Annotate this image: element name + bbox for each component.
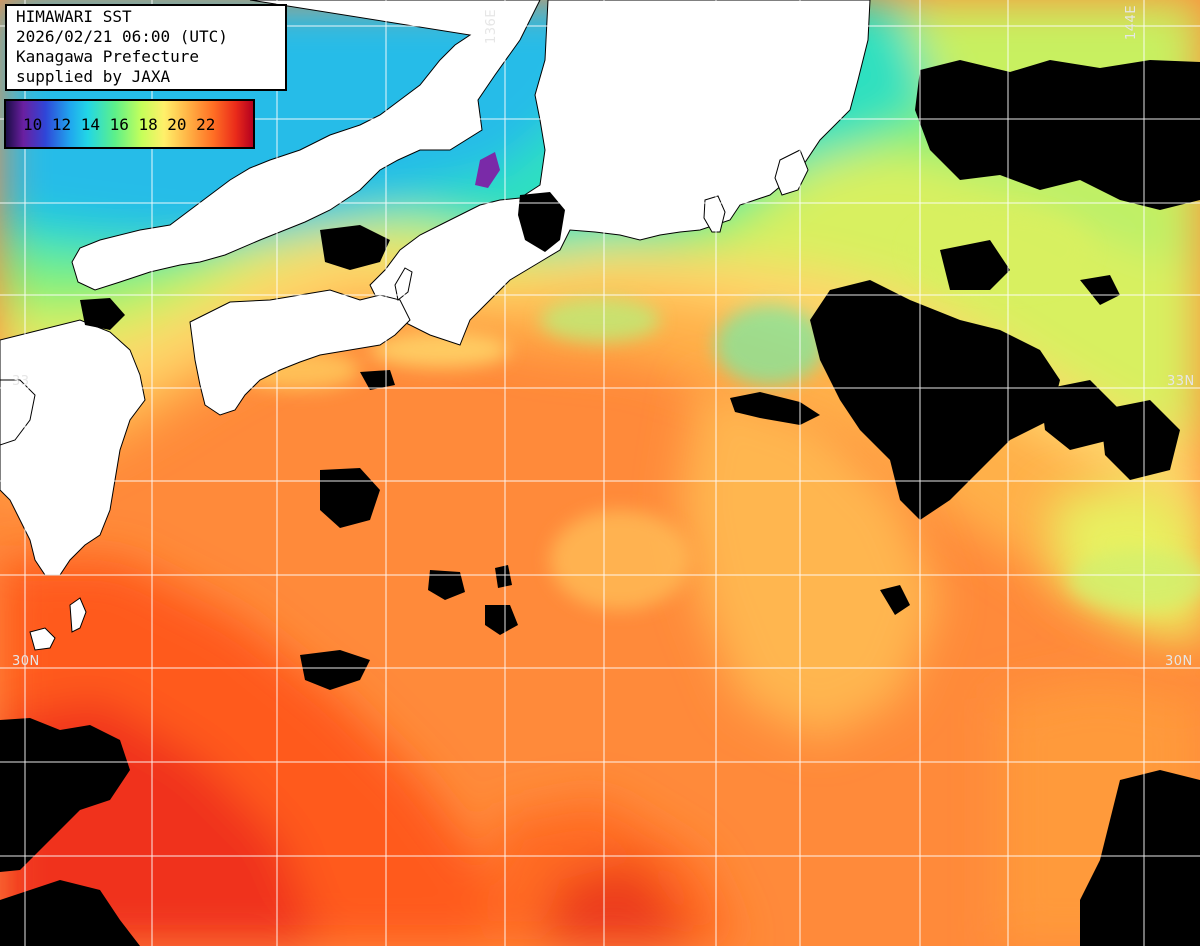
legend-label: 10 — [23, 114, 43, 134]
cloud-masks — [0, 60, 1200, 946]
provider-prefecture: Kanagawa Prefecture — [16, 47, 200, 66]
legend-label: 18 — [138, 114, 158, 134]
lon-label-144e: 144E — [1124, 4, 1139, 40]
product-title: HIMAWARI SST — [16, 7, 132, 26]
land-kyushu-west — [0, 379, 36, 446]
legend-label: 22 — [196, 114, 216, 134]
legend-label: 16 — [109, 114, 129, 134]
land-masses — [0, 0, 871, 651]
land-izu — [703, 195, 726, 233]
cold-patch-ise — [475, 152, 500, 188]
observation-time: 2026/02/21 06:00 (UTC) — [16, 27, 228, 46]
land-awaji — [394, 267, 413, 301]
lon-label-136e: 136E — [484, 8, 499, 44]
title-block: HIMAWARI SST 2026/02/21 06:00 (UTC) Kana… — [5, 4, 287, 91]
land-island-yaku — [69, 597, 87, 633]
land-island-south — [29, 627, 56, 651]
land-shikoku — [189, 289, 411, 416]
legend-label: 20 — [167, 114, 187, 134]
lat-label-30-right: 30N — [1165, 654, 1193, 669]
legend-label: 12 — [51, 114, 72, 134]
lat-label-33-right: 33N — [1167, 374, 1195, 389]
lat-label-30-left: 30N — [12, 654, 40, 669]
data-credit: supplied by JAXA — [16, 67, 171, 86]
land-honshu — [71, 0, 541, 291]
lat-label-33-left: 33 — [12, 374, 30, 389]
temperature-color-scale: 10 12 14 16 18 20 22 — [4, 99, 255, 149]
legend-label: 14 — [80, 114, 100, 134]
